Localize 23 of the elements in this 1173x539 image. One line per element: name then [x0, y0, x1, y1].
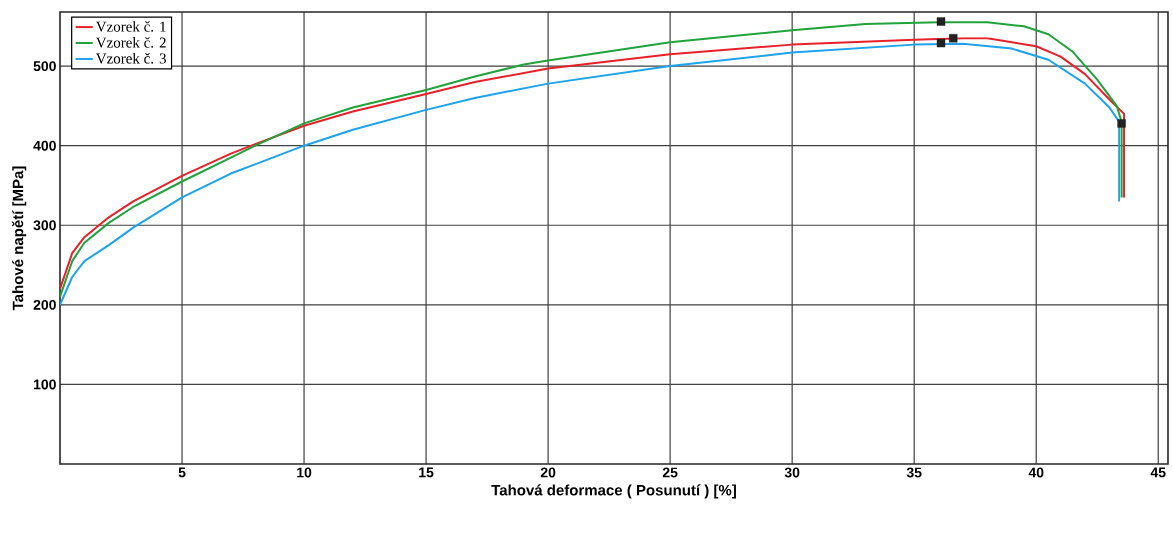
y-tick-label: 200 — [33, 299, 56, 310]
x-tick-label: 40 — [1028, 467, 1044, 478]
x-tick-label: 10 — [297, 467, 312, 478]
x-tick-label: 25 — [662, 467, 678, 478]
legend-label: Vzorek č. 1 — [95, 21, 166, 32]
y-tick-label: 300 — [33, 220, 56, 231]
x-tick-label: 30 — [784, 467, 800, 478]
x-tick-label: 20 — [540, 467, 556, 478]
x-tick-label: 5 — [178, 467, 186, 478]
x-tick-label: 15 — [419, 467, 434, 478]
legend-label: Vzorek č. 3 — [95, 53, 166, 64]
y-tick-label: 400 — [33, 140, 56, 151]
point — [1117, 119, 1126, 128]
y-tick-label: 500 — [33, 61, 56, 72]
y-axis-title: Tahové napětí [MPa] — [11, 166, 27, 311]
x-tick-label: 45 — [1150, 467, 1166, 478]
point — [936, 17, 946, 26]
point — [936, 38, 946, 48]
x-axis-title: Tahová deformace ( Posunutí ) [%] — [491, 484, 736, 499]
legend-label: Vzorek č. 2 — [95, 37, 166, 48]
x-tick-label: 35 — [906, 467, 922, 478]
y-tick-label: 100 — [33, 379, 56, 390]
point — [949, 34, 958, 43]
